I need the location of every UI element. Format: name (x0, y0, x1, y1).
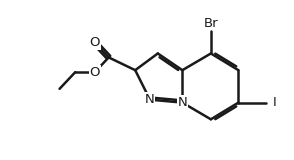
Text: N: N (145, 93, 155, 106)
Text: O: O (90, 36, 100, 49)
Text: Br: Br (203, 16, 218, 29)
Text: N: N (178, 96, 187, 109)
Text: O: O (90, 66, 100, 79)
Text: I: I (273, 96, 277, 109)
